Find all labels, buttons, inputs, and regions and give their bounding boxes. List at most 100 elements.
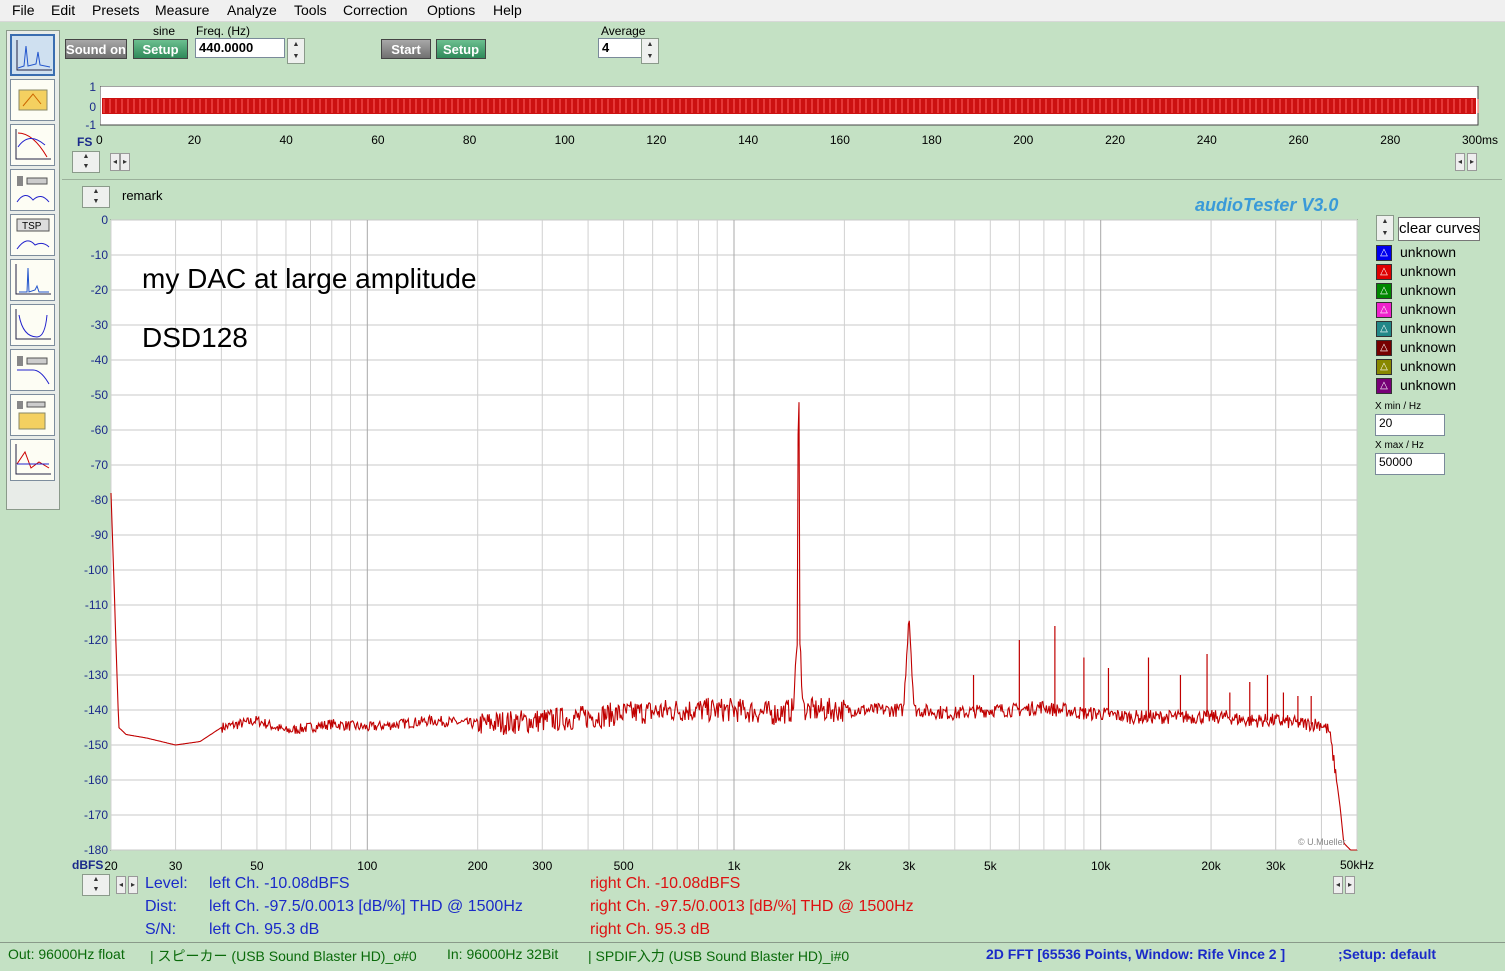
curve-color-swatch[interactable]: △	[1376, 359, 1392, 375]
average-label: Average	[601, 24, 646, 38]
x-tick-label: 20	[104, 859, 118, 873]
down-arrow-icon[interactable]: ▼	[92, 198, 100, 205]
status-out-device: | スピーカー (USB Sound Blaster HD)_o#0	[150, 948, 417, 964]
impulse-mode-button[interactable]	[10, 259, 55, 301]
distortion-icon	[15, 309, 51, 340]
distortion-mode-button[interactable]	[10, 304, 55, 346]
down-arrow-icon[interactable]: ▼	[92, 886, 100, 893]
generator-setup-button[interactable]: Setup	[133, 39, 188, 59]
fs-label: FS	[77, 135, 93, 149]
menu-presets[interactable]: Presets	[92, 2, 140, 18]
annotation-line1: my DAC at large amplitude	[142, 263, 477, 294]
phase-mode-button[interactable]	[10, 439, 55, 481]
start-button[interactable]: Start	[381, 39, 431, 59]
up-arrow-icon[interactable]: ▲	[292, 41, 300, 48]
app-title: audioTester V3.0	[1195, 195, 1339, 215]
x-tick-label: 5k	[984, 859, 998, 873]
plot-scroll-left-button[interactable]: ◂	[116, 876, 126, 894]
osc-y-label-top: 1	[89, 80, 96, 94]
menu-correction[interactable]: Correction	[343, 2, 408, 18]
status-in-device: | SPDIF入力 (USB Sound Blaster HD)_i#0	[588, 948, 850, 964]
xmax-input[interactable]: 50000	[1375, 453, 1445, 475]
plot-zoom-left-button[interactable]: ◂	[1333, 876, 1343, 894]
y-tick-label: -100	[84, 563, 108, 577]
y-tick-label: -130	[84, 668, 108, 682]
osc-zoom-left-button[interactable]: ◂	[1455, 153, 1465, 171]
legend-label: unknown	[1400, 320, 1457, 336]
osc-x-tick-label: 240	[1196, 133, 1217, 147]
y-unit-label: dBFS	[72, 858, 104, 872]
menu-tools[interactable]: Tools	[294, 2, 327, 18]
menu-options[interactable]: Options	[427, 2, 476, 18]
curve-color-swatch[interactable]: △	[1376, 321, 1392, 337]
legend-label: unknown	[1400, 301, 1457, 317]
x-tick-label: 300	[532, 859, 552, 873]
legend-label: unknown	[1400, 282, 1457, 298]
speaker-folder-mode-button[interactable]	[10, 394, 55, 436]
down-arrow-icon[interactable]: ▼	[82, 163, 90, 170]
osc-x-tick-label: 80	[462, 133, 477, 147]
down-arrow-icon[interactable]: ▼	[646, 53, 654, 60]
curve-color-swatch[interactable]: △	[1376, 245, 1392, 261]
curve-color-swatch[interactable]: △	[1376, 340, 1392, 356]
sound-on-button[interactable]: Sound on	[65, 39, 127, 59]
legend-label: unknown	[1400, 263, 1457, 279]
y-tick-label: -20	[91, 283, 109, 297]
up-arrow-icon[interactable]: ▲	[92, 876, 100, 883]
status-fft: 2D FFT [65536 Points, Window: Rife Vince…	[986, 946, 1286, 962]
osc-x-tick-label: 220	[1105, 133, 1126, 147]
osc-amplitude-stepper[interactable]: ▲ ▼	[72, 151, 100, 173]
frequency-input[interactable]: 440.0000	[195, 38, 285, 58]
osc-x-tick-label: 140	[738, 133, 759, 147]
menu-analyze[interactable]: Analyze	[227, 2, 277, 18]
legend-stepper[interactable]: ▲ ▼	[1376, 215, 1394, 241]
osc-scroll-left-button[interactable]: ◂	[110, 153, 120, 171]
up-arrow-icon[interactable]: ▲	[82, 153, 90, 160]
osc-zoom-right-button[interactable]: ▸	[1467, 153, 1477, 171]
average-stepper[interactable]: ▲ ▼	[641, 38, 659, 64]
y-tick-label: -140	[84, 703, 108, 717]
osc-x-tick-label: 60	[371, 133, 385, 147]
frequency-response-mode-button[interactable]	[10, 124, 55, 166]
x-tick-label: 200	[468, 859, 488, 873]
speaker-measure-mode-button[interactable]	[10, 169, 55, 211]
average-input[interactable]: 4	[598, 38, 642, 58]
frequency-stepper[interactable]: ▲ ▼	[287, 38, 305, 64]
curve-color-swatch[interactable]: △	[1376, 264, 1392, 280]
up-arrow-icon[interactable]: ▲	[646, 41, 654, 48]
folder-icon	[18, 89, 48, 111]
xmax-label: X max / Hz	[1375, 440, 1424, 451]
x-tick-label: 10k	[1091, 859, 1111, 873]
filter-mode-button[interactable]	[10, 349, 55, 391]
menu-file[interactable]: File	[12, 2, 35, 18]
up-arrow-icon[interactable]: ▲	[92, 188, 100, 195]
plot-scroll-right-button[interactable]: ▸	[128, 876, 138, 894]
y-tick-label: -60	[91, 423, 109, 437]
plot-zoom-right-button[interactable]: ▸	[1345, 876, 1355, 894]
curve-color-swatch[interactable]: △	[1376, 302, 1392, 318]
left-sn-value: left Ch. 95.3 dB	[209, 921, 320, 938]
x-tick-label: 3k	[903, 859, 917, 873]
tsp-mode-button[interactable]: TSP	[10, 214, 55, 256]
speaker-icon	[16, 176, 50, 203]
analyzer-setup-button[interactable]: Setup	[436, 39, 486, 59]
xmin-label: X min / Hz	[1375, 401, 1422, 412]
down-arrow-icon[interactable]: ▼	[1381, 230, 1389, 237]
curve-color-swatch[interactable]: △	[1376, 378, 1392, 394]
x-tick-label: 50	[250, 859, 264, 873]
legend-label: unknown	[1400, 339, 1457, 355]
fft-spectrum-mode-button[interactable]	[10, 34, 55, 76]
curve-color-swatch[interactable]: △	[1376, 283, 1392, 299]
down-arrow-icon[interactable]: ▼	[292, 53, 300, 60]
clear-curves-button[interactable]: clear curves	[1398, 217, 1480, 241]
xmin-input[interactable]: 20	[1375, 414, 1445, 436]
osc-scroll-right-button[interactable]: ▸	[120, 153, 130, 171]
up-arrow-icon[interactable]: ▲	[1381, 218, 1389, 225]
menu-edit[interactable]: Edit	[51, 2, 76, 18]
y-tick-label: -80	[91, 493, 109, 507]
folder-mode-button[interactable]	[10, 79, 55, 121]
menu-measure[interactable]: Measure	[155, 2, 210, 18]
plot-scale-stepper[interactable]: ▲ ▼	[82, 186, 110, 208]
bottom-stepper[interactable]: ▲ ▼	[82, 874, 110, 896]
menu-help[interactable]: Help	[493, 2, 522, 18]
